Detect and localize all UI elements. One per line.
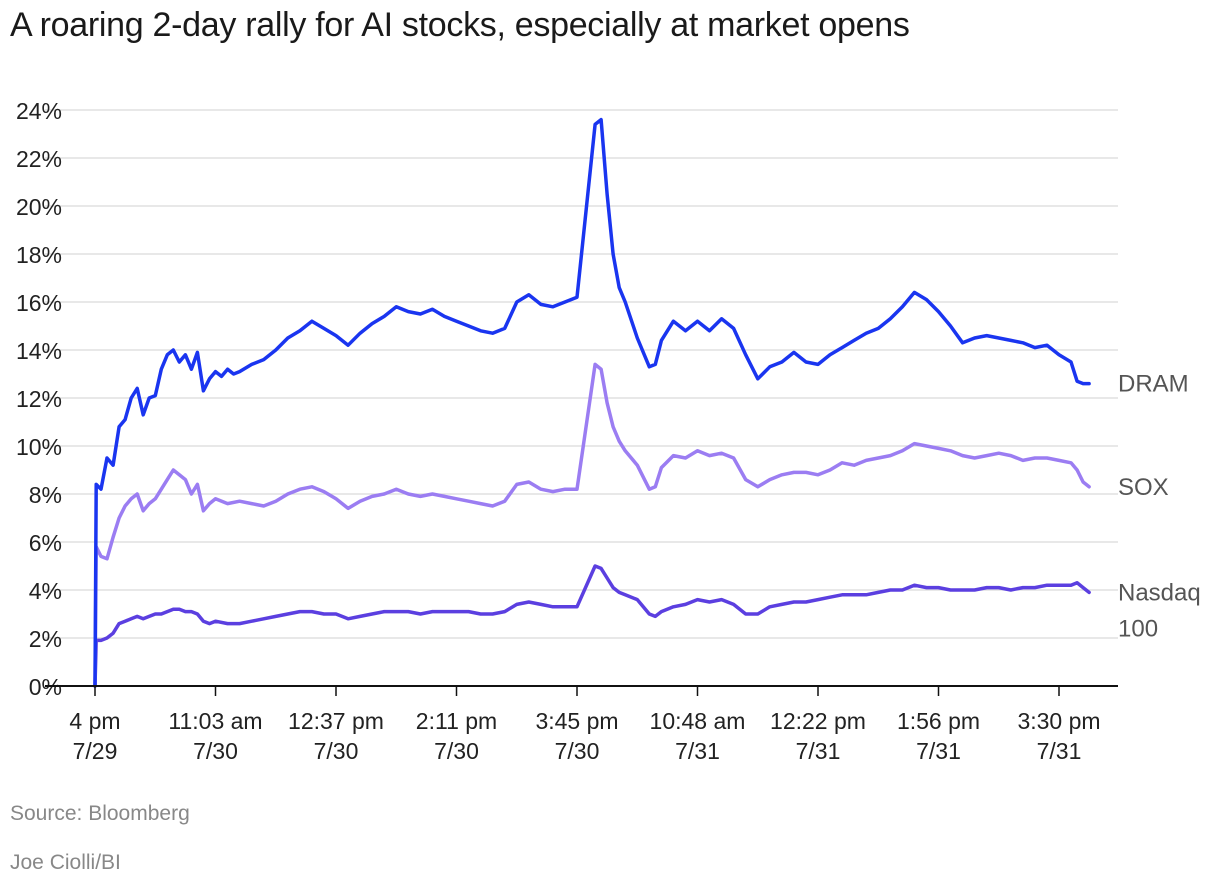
chart-title: A roaring 2-day rally for AI stocks, esp…	[10, 6, 910, 44]
x-tick-label-time: 3:45 pm	[535, 708, 618, 734]
y-tick-label: 20%	[16, 194, 62, 220]
y-tick-label: 22%	[16, 146, 62, 172]
series-label-nasdaq-100: Nasdaq	[1118, 579, 1201, 606]
y-tick-label: 12%	[16, 386, 62, 412]
y-tick-label: 6%	[29, 530, 62, 556]
y-tick-label: 16%	[16, 290, 62, 316]
x-tick-label-date: 7/31	[916, 738, 961, 764]
series-label-nasdaq-100: 100	[1118, 615, 1158, 642]
x-tick-label-date: 7/30	[434, 738, 479, 764]
x-tick-label-date: 7/31	[1037, 738, 1082, 764]
series-label-dram: DRAM	[1118, 371, 1189, 398]
y-tick-label: 14%	[16, 338, 62, 364]
y-tick-label: 18%	[16, 242, 62, 268]
series-labels: DRAM SOX Nasdaq 100	[1118, 371, 1201, 643]
y-tick-label: 8%	[29, 482, 62, 508]
x-tick-label-date: 7/30	[314, 738, 359, 764]
y-tick-label: 4%	[29, 578, 62, 604]
series-label-sox: SOX	[1118, 474, 1169, 501]
gridlines	[45, 109, 1118, 639]
x-tick-label-time: 12:22 pm	[770, 708, 866, 734]
credit-note: Joe Ciolli/BI	[10, 851, 121, 874]
series-line-nasdaq-100	[93, 564, 1091, 688]
source-note: Source: Bloomberg	[10, 802, 190, 825]
x-tick-label-time: 1:56 pm	[897, 708, 980, 734]
x-tick-label-date: 7/30	[555, 738, 600, 764]
y-tick-label: 2%	[29, 626, 62, 652]
x-tick-label-time: 11:03 am	[168, 708, 262, 734]
y-axis-ticks: 0%2%4%6%8%10%12%14%16%18%20%22%24%	[16, 98, 62, 700]
x-axis-ticks: 4 pm 7/29 11:03 am 7/30 12:37 pm 7/30 2:11 pm 7…	[69, 686, 1101, 764]
x-tick-label-time: 2:11 pm	[416, 708, 497, 734]
x-tick-label-time: 3:30 pm	[1017, 708, 1100, 734]
y-tick-label: 10%	[16, 434, 62, 460]
series-lines	[93, 117, 1091, 688]
series-line-dram	[93, 117, 1091, 688]
y-tick-label: 24%	[16, 98, 62, 124]
x-tick-label-time: 12:37 pm	[288, 708, 384, 734]
series-line-sox	[93, 362, 1091, 688]
x-tick-label-time: 4 pm	[69, 708, 120, 734]
x-tick-label-time: 10:48 am	[650, 708, 746, 734]
x-tick-label-date: 7/31	[675, 738, 720, 764]
x-tick-label-date: 7/31	[796, 738, 841, 764]
x-tick-label-date: 7/30	[193, 738, 238, 764]
x-tick-label-date: 7/29	[73, 738, 118, 764]
